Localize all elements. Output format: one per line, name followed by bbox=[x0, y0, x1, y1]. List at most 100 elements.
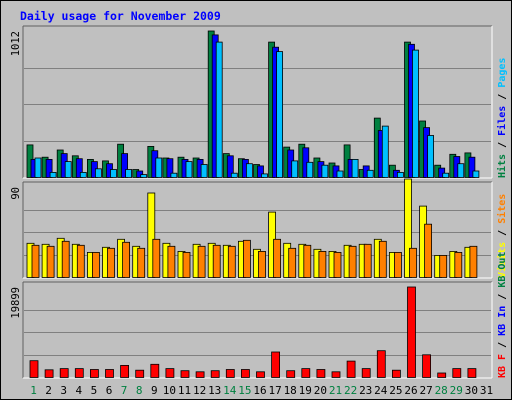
bar-visits-sites-day-18 bbox=[288, 247, 297, 278]
bar-visits-sites-day-8 bbox=[137, 247, 146, 278]
bar-visits-sites-day-9 bbox=[152, 238, 161, 278]
bar-requests-pages-day-27 bbox=[427, 135, 435, 178]
panel-requests-legend: Hits / Files / Pages bbox=[496, 58, 508, 178]
bar-requests-files-day-10 bbox=[166, 158, 174, 178]
bar-volume-kb-f-day-11 bbox=[180, 370, 190, 378]
bar-visits-sites-day-5 bbox=[92, 251, 100, 278]
bar-requests-pages-day-29 bbox=[457, 163, 465, 178]
x-tick-label: 3 bbox=[60, 384, 67, 397]
bar-visits-sites-day-23 bbox=[363, 243, 372, 278]
legend-entry: / bbox=[497, 294, 508, 306]
bar-requests-pages-day-19 bbox=[306, 161, 314, 178]
bar-volume-kb-f-day-9 bbox=[150, 363, 160, 378]
x-tick-label: 24 bbox=[374, 384, 388, 397]
bar-visits-sites-day-16 bbox=[258, 250, 266, 278]
bar-requests-pages-day-10 bbox=[170, 172, 178, 178]
bar-visits-sites-day-7 bbox=[122, 241, 130, 278]
x-tick-label: 7 bbox=[121, 384, 128, 397]
bar-volume-kb-f-day-15 bbox=[240, 369, 250, 378]
bar-visits-sites-day-12 bbox=[197, 245, 206, 278]
bar-volume-kb-f-day-25 bbox=[391, 369, 401, 378]
bar-visits-sites-day-17 bbox=[273, 238, 282, 278]
x-tick-label: 16 bbox=[253, 384, 266, 397]
bar-volume-kb-f-day-7 bbox=[120, 364, 129, 378]
chart-title: Daily usage for November 2009 bbox=[20, 9, 221, 23]
bar-volume-kb-f-day-30 bbox=[467, 368, 477, 378]
x-tick-label: 5 bbox=[91, 384, 98, 397]
bar-requests-pages-day-17 bbox=[276, 51, 284, 178]
bar-requests-pages-day-7 bbox=[125, 169, 132, 178]
panel-volume-area bbox=[23, 282, 492, 378]
bar-visits-sites-day-3 bbox=[61, 240, 70, 278]
bar-visits-sites-day-2 bbox=[46, 245, 55, 278]
x-tick-label: 25 bbox=[389, 384, 402, 397]
bar-requests-pages-day-13 bbox=[215, 41, 223, 178]
x-tick-label: 30 bbox=[465, 384, 478, 397]
legend-entry: Pages bbox=[497, 58, 508, 94]
x-tick-label: 22 bbox=[344, 384, 357, 397]
legend-entry: KB In bbox=[497, 306, 508, 342]
x-tick-label: 31 bbox=[480, 384, 493, 397]
bar-volume-kb-f-day-27 bbox=[422, 354, 432, 378]
bar-requests-pages-day-14 bbox=[230, 172, 238, 178]
bar-visits-sites-day-28 bbox=[439, 254, 448, 278]
bar-requests-pages-day-25 bbox=[396, 171, 404, 178]
bar-visits-sites-day-26 bbox=[409, 247, 417, 278]
x-tick-label: 29 bbox=[450, 384, 463, 397]
bar-visits-sites-day-6 bbox=[107, 247, 115, 278]
bar-volume-kb-f-day-5 bbox=[90, 369, 99, 378]
x-tick-label: 4 bbox=[75, 384, 82, 397]
x-tick-label: 17 bbox=[268, 384, 281, 397]
legend-entry: Files bbox=[496, 106, 508, 142]
bar-volume-kb-f-day-12 bbox=[195, 371, 205, 378]
bar-requests-pages-day-5 bbox=[95, 168, 102, 178]
x-tick-label: 10 bbox=[163, 384, 176, 397]
bar-requests-pages-day-2 bbox=[49, 171, 57, 178]
bar-requests-pages-day-18 bbox=[291, 160, 299, 178]
bar-requests-files-day-14 bbox=[226, 155, 234, 178]
bar-requests-pages-day-24 bbox=[381, 125, 389, 178]
bar-requests-files-day-16 bbox=[257, 165, 264, 178]
bar-requests-pages-day-4 bbox=[79, 171, 87, 178]
bar-visits-sites-day-11 bbox=[182, 251, 191, 278]
bar-visits-visits-day-26 bbox=[404, 178, 412, 278]
x-tick-label: 19 bbox=[299, 384, 312, 397]
bar-visits-sites-day-21 bbox=[333, 251, 342, 278]
bar-volume-kb-f-day-14 bbox=[225, 369, 235, 378]
bar-requests-pages-day-28 bbox=[442, 172, 450, 178]
bar-volume-kb-f-day-19 bbox=[301, 368, 311, 378]
bar-volume-kb-f-day-18 bbox=[286, 370, 296, 378]
x-tick-label: 21 bbox=[329, 384, 342, 397]
bar-volume-kb-f-day-10 bbox=[165, 368, 175, 378]
bar-visits-sites-day-29 bbox=[454, 251, 463, 278]
panel-visits-ymax-label: 90 bbox=[10, 187, 22, 200]
bar-visits-sites-day-25 bbox=[393, 251, 402, 278]
bar-volume-kb-f-day-1 bbox=[29, 360, 39, 378]
x-tick-label: 20 bbox=[314, 384, 327, 397]
bar-requests-pages-day-3 bbox=[64, 161, 72, 178]
bar-requests-pages-day-9 bbox=[155, 157, 163, 178]
bar-requests-pages-day-11 bbox=[185, 161, 193, 178]
x-tick-label: 26 bbox=[404, 384, 417, 397]
legend-entry: / bbox=[497, 230, 508, 242]
bar-requests-files-day-7 bbox=[121, 153, 128, 178]
bar-volume-kb-f-day-3 bbox=[59, 368, 69, 378]
bar-visits-sites-day-20 bbox=[318, 250, 327, 278]
bar-requests-pages-day-16 bbox=[261, 173, 268, 178]
bar-volume-kb-f-day-4 bbox=[74, 368, 84, 378]
bar-visits-sites-day-13 bbox=[212, 244, 221, 278]
bar-visits-sites-day-27 bbox=[424, 223, 433, 278]
x-tick-label: 15 bbox=[238, 384, 251, 397]
bar-visits-sites-day-4 bbox=[76, 244, 85, 278]
bar-volume-kb-f-day-8 bbox=[135, 369, 145, 378]
bar-requests-pages-day-12 bbox=[200, 164, 208, 178]
bar-volume-kb-f-day-20 bbox=[316, 369, 326, 378]
bar-visits-sites-day-15 bbox=[242, 239, 251, 278]
bar-volume-kb-f-day-2 bbox=[44, 369, 54, 378]
bar-visits-sites-day-10 bbox=[167, 245, 176, 278]
legend-entry: Visits bbox=[496, 242, 508, 278]
bar-visits-sites-day-19 bbox=[303, 244, 312, 278]
legend-entry: KB F bbox=[497, 354, 508, 378]
bar-volume-kb-f-day-28 bbox=[437, 372, 447, 378]
